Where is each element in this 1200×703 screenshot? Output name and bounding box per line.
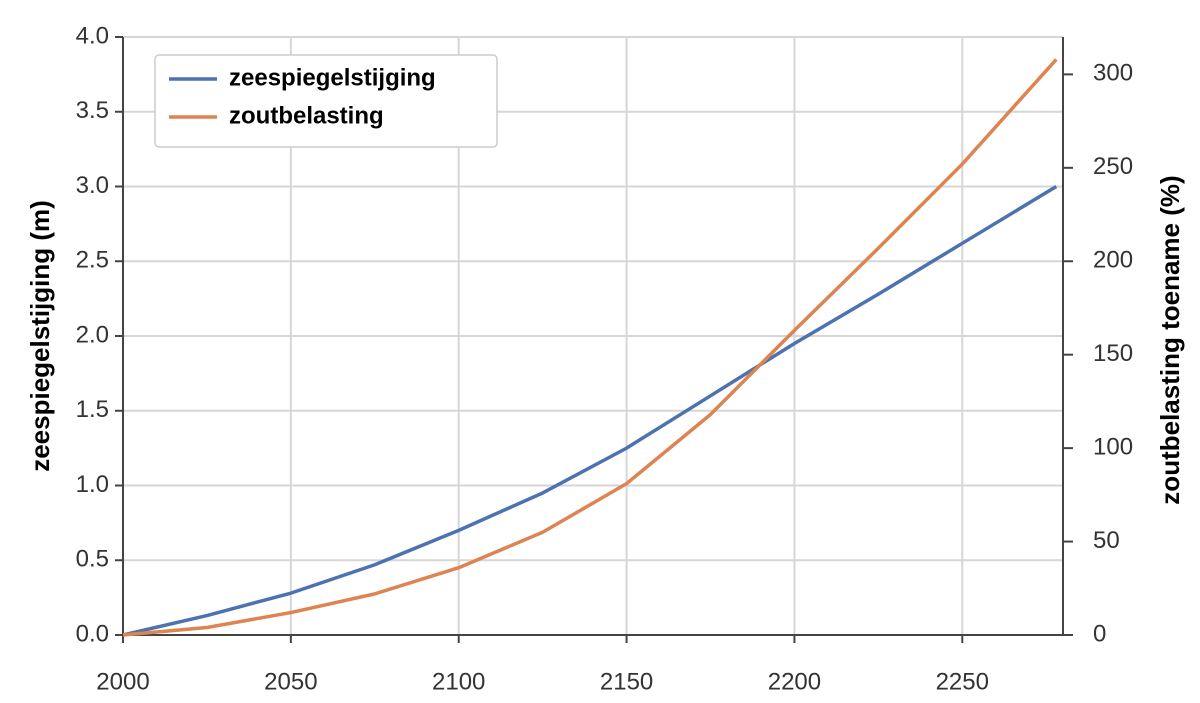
x-tick-label: 2000 <box>96 668 149 695</box>
legend: zeespiegelstijging zoutbelasting <box>154 54 498 148</box>
y2-axis-label: zoutbelasting toename (%) <box>1155 175 1185 504</box>
x-tick-label: 2200 <box>768 668 821 695</box>
y-tick-label: 0.5 <box>76 546 109 573</box>
y-tick-label: 2.5 <box>76 247 109 274</box>
x-tick-label: 2150 <box>600 668 653 695</box>
x-tick-label: 2250 <box>936 668 989 695</box>
y2-tick-label: 300 <box>1093 60 1133 87</box>
y2-tick-label: 150 <box>1093 340 1133 367</box>
legend-label: zeespiegelstijging <box>229 64 436 91</box>
y-axis-label: zeespiegelstijging (m) <box>25 200 55 472</box>
y2-tick-label: 200 <box>1093 247 1133 274</box>
x-tick-label: 2050 <box>264 668 317 695</box>
data-line <box>122 58 1058 637</box>
y-tick-label: 1.0 <box>76 471 109 498</box>
x-tick-label: 2100 <box>432 668 485 695</box>
y2-tick-label: 100 <box>1093 433 1133 460</box>
y2-tick-label: 50 <box>1093 527 1120 554</box>
y-tick-label: 0.0 <box>76 620 109 647</box>
y-tick-label: 3.5 <box>76 97 109 124</box>
y-tick-label: 1.5 <box>76 396 109 423</box>
data-line <box>122 185 1058 637</box>
y-tick-label: 4.0 <box>76 22 109 49</box>
y-tick-label: 2.0 <box>76 321 109 348</box>
y2-tick-label: 0 <box>1093 620 1106 647</box>
y2-tick-label: 250 <box>1093 153 1133 180</box>
legend-label: zoutbelasting <box>229 102 384 129</box>
legend-box <box>154 54 498 148</box>
y-tick-label: 3.0 <box>76 172 109 199</box>
